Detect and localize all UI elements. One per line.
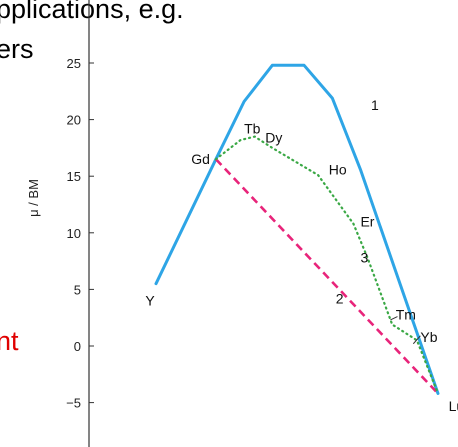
series-line-2 xyxy=(214,158,439,395)
slide-text-line-2: ers xyxy=(0,34,34,64)
point-label-gd: Gd xyxy=(191,151,210,167)
point-label-yb: Yb xyxy=(420,329,437,345)
tm-leader-line xyxy=(390,316,398,321)
y-axis-title: μ / BM xyxy=(26,179,41,217)
y-tick-label: 0 xyxy=(74,339,81,354)
point-label-tb: Tb xyxy=(244,121,261,137)
y-tick-label: 5 xyxy=(74,282,81,297)
y-tick-label: 15 xyxy=(67,169,81,184)
yb-leader-line xyxy=(412,335,421,345)
point-label-tm: Tm xyxy=(396,306,416,322)
series-group xyxy=(154,63,440,395)
y-tick-label: 25 xyxy=(67,56,81,71)
point-label-lu: Lu xyxy=(449,398,458,414)
y-tick-label: 20 xyxy=(67,113,81,128)
point-label-er: Er xyxy=(360,213,374,229)
curve-label-2: 2 xyxy=(336,290,344,306)
point-label-ho: Ho xyxy=(329,161,347,177)
curve-label-3: 3 xyxy=(360,250,368,266)
slide-text-line-1: pplications, e.g. xyxy=(0,0,184,24)
curve-label-1: 1 xyxy=(371,97,379,113)
y-tick-label: −5 xyxy=(66,396,81,411)
point-label-y: Y xyxy=(145,293,155,309)
y-tick-label: 10 xyxy=(67,226,81,241)
y-axis: −5 0 5 10 15 20 25 xyxy=(66,0,94,447)
point-label-dy: Dy xyxy=(265,130,282,146)
series-line-1 xyxy=(154,63,440,395)
series-line-3 xyxy=(214,135,440,395)
slide-text-line-3: nt xyxy=(0,326,19,356)
